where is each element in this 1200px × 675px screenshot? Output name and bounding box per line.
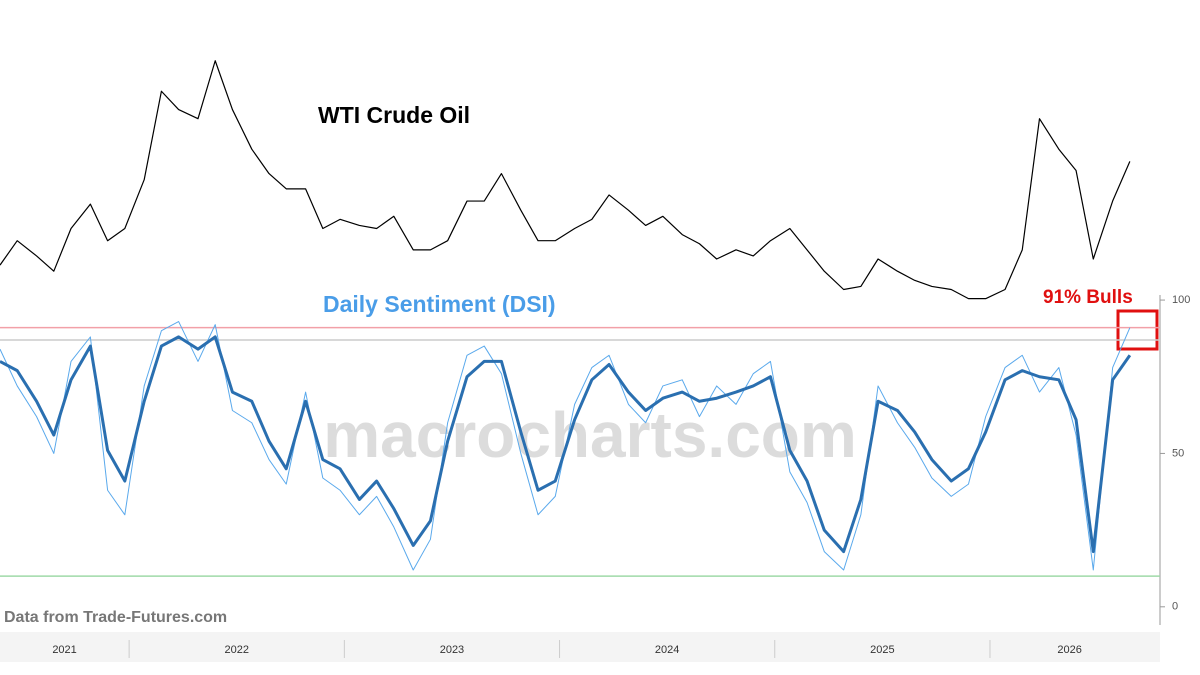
y-tick-label: 0 [1172, 601, 1178, 613]
x-tick-label: 2026 [1057, 644, 1081, 656]
watermark: macrocharts.com [323, 399, 857, 471]
x-tick-label: 2023 [440, 644, 464, 656]
x-axis-band [0, 632, 1160, 662]
annotation: 91% Bulls [1043, 287, 1133, 308]
data-line [0, 60, 1131, 300]
x-tick-label: 2021 [52, 644, 76, 656]
x-tick-label: 2024 [655, 644, 679, 656]
data-line [0, 335, 1132, 554]
y-tick-label: 100 [1172, 294, 1190, 306]
wti-title: WTI Crude Oil [318, 102, 470, 128]
highlight-box [1116, 309, 1159, 351]
x-tick-label: 2022 [224, 644, 248, 656]
source: Data from Trade-Futures.com [4, 609, 227, 626]
y-tick-label: 50 [1172, 447, 1184, 459]
dsi-title: Daily Sentiment (DSI) [323, 291, 556, 317]
x-tick-label: 2025 [870, 644, 894, 656]
